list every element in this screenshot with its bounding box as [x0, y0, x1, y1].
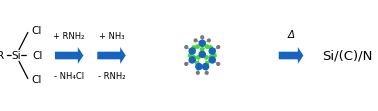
- Text: Cl: Cl: [32, 51, 42, 60]
- Ellipse shape: [208, 39, 210, 42]
- Ellipse shape: [199, 51, 205, 57]
- Text: - RNH₂: - RNH₂: [98, 72, 125, 81]
- Ellipse shape: [217, 46, 220, 48]
- Ellipse shape: [185, 46, 187, 48]
- Ellipse shape: [197, 56, 200, 59]
- Ellipse shape: [192, 46, 195, 49]
- Ellipse shape: [203, 63, 209, 70]
- Ellipse shape: [189, 57, 195, 63]
- Ellipse shape: [201, 48, 204, 51]
- Ellipse shape: [196, 45, 199, 48]
- Ellipse shape: [205, 71, 208, 74]
- Text: Δ: Δ: [288, 30, 294, 40]
- Text: Cl: Cl: [31, 26, 41, 36]
- Text: R: R: [0, 51, 4, 60]
- Text: Si/(C)/N: Si/(C)/N: [322, 49, 373, 62]
- Ellipse shape: [213, 54, 216, 57]
- Ellipse shape: [188, 54, 192, 57]
- Ellipse shape: [209, 57, 215, 63]
- Text: + NH₃: + NH₃: [99, 32, 124, 41]
- Ellipse shape: [209, 48, 215, 54]
- Ellipse shape: [192, 56, 195, 59]
- Ellipse shape: [199, 40, 205, 46]
- Ellipse shape: [194, 39, 197, 42]
- Text: - NH₄Cl: - NH₄Cl: [54, 72, 84, 81]
- Text: + RNH₂: + RNH₂: [53, 32, 85, 41]
- Ellipse shape: [197, 71, 199, 74]
- Ellipse shape: [204, 56, 208, 59]
- Ellipse shape: [206, 62, 209, 65]
- Ellipse shape: [189, 48, 195, 54]
- Ellipse shape: [196, 63, 202, 70]
- Ellipse shape: [201, 36, 204, 39]
- Text: Cl: Cl: [31, 75, 41, 85]
- Ellipse shape: [209, 46, 212, 49]
- Ellipse shape: [217, 63, 220, 65]
- Ellipse shape: [206, 45, 209, 48]
- Ellipse shape: [196, 62, 199, 65]
- Ellipse shape: [185, 63, 187, 65]
- Ellipse shape: [209, 56, 212, 59]
- Text: Si: Si: [11, 51, 21, 60]
